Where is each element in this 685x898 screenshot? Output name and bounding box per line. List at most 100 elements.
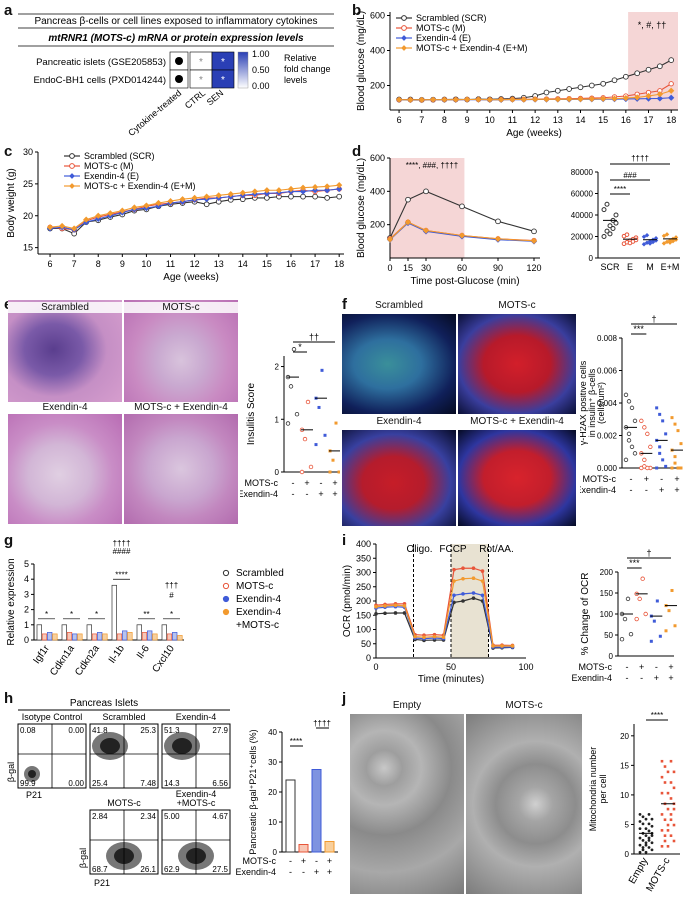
data-point [471, 596, 476, 600]
fluorescence-image [342, 314, 456, 414]
quadrant-value: 0.08 [20, 726, 36, 735]
flow-density [100, 738, 120, 754]
row-label: Exendin-4 [240, 489, 278, 499]
data-point [657, 63, 663, 70]
bar [111, 584, 117, 641]
y-tick-label: 2 [275, 363, 280, 372]
panel-f-images: Scrambled MOTS-c Exendin-4 MOTS-c + Exen… [342, 300, 578, 526]
x-tick-label: 6 [397, 115, 402, 125]
sign-label: - [306, 489, 309, 499]
sign-label: + [674, 485, 679, 495]
data-point [336, 182, 343, 189]
y-tick-label: 30 [23, 147, 33, 157]
x-tick-label: 0 [373, 662, 378, 672]
legend-marker [401, 45, 407, 51]
data-point [471, 566, 476, 571]
data-point [543, 89, 550, 96]
data-point [638, 820, 642, 823]
flow-density [28, 770, 36, 778]
panel-c-chart: 15 20 25 30 6 7 8 9 10 11 12 13 14 15 16 17 18 Body weigh… [6, 147, 344, 283]
data-point [660, 775, 664, 779]
data-point [531, 228, 537, 235]
y-tick-label: 15 [620, 761, 629, 770]
data-point [666, 791, 670, 795]
panel-a-subtitle: mtRNR1 (MOTS-c) mRNA or protein expressi… [48, 33, 304, 44]
data-point [383, 611, 387, 616]
sign-label: + [644, 474, 649, 484]
quadrant-value: 5.00 [164, 812, 180, 821]
y-axis-label: % Change of OCR [580, 573, 591, 656]
sig-label: **** [115, 570, 127, 579]
marker-dot [175, 75, 183, 83]
sig-label: †††† [631, 154, 649, 163]
data-point [471, 591, 476, 595]
x-tick-label: 7 [419, 115, 424, 125]
panel-a-row-2: EndoC-BH1 cells (PXD014244) [33, 75, 166, 86]
sig-label: # [169, 591, 174, 600]
data-point [491, 644, 495, 648]
image-label: Exendin-4 [376, 416, 422, 427]
image-label: MOTS-c + Exendin-4 [124, 402, 238, 413]
bar [86, 624, 92, 641]
x-tick-label: 8 [442, 115, 447, 125]
y-axis-label: Body weight (g) [6, 168, 17, 237]
data-point [543, 96, 550, 103]
bar [147, 630, 153, 641]
data-point [320, 368, 324, 372]
data-point [554, 96, 561, 103]
data-point [299, 184, 307, 191]
data-point [179, 196, 186, 203]
data-point [644, 827, 648, 830]
data-point [661, 419, 665, 423]
data-point [461, 576, 465, 581]
sig-label: * [95, 610, 98, 619]
data-point [418, 96, 425, 103]
bar [122, 630, 128, 641]
panel-label-b: b [352, 2, 362, 19]
data-point [663, 839, 667, 843]
y-tick-label: 1 [24, 620, 29, 630]
data-point [95, 212, 102, 219]
bar [152, 633, 158, 641]
y-tick-label: 400 [356, 539, 371, 549]
significance-annotation: *, #, †† [638, 20, 667, 30]
data-point [642, 457, 647, 463]
data-point [672, 770, 676, 774]
data-point [623, 392, 629, 398]
panel-h-chart: Pancreas Islets Isotype Control 0.08 0.00 99… [6, 698, 338, 888]
data-point [613, 220, 619, 226]
x-tick-label: 6 [48, 259, 53, 269]
heatmap-star: * [221, 75, 225, 86]
injection-label: Oligo. [406, 544, 432, 555]
y-axis-label: (cells/um²) [596, 382, 606, 424]
data-point [664, 232, 670, 237]
flow-plot-title: Exendin-4 [176, 789, 217, 799]
data-point [577, 96, 584, 103]
data-point [422, 635, 426, 639]
data-point [632, 451, 638, 456]
x-tick-label: E+M [661, 262, 680, 272]
flow-plot-title: MOTS-c [107, 798, 141, 808]
legend-marker [222, 595, 230, 603]
y-tick-label: 5 [625, 820, 630, 829]
data-point [660, 759, 664, 763]
quadrant-value: 25.3 [140, 726, 156, 735]
x-tick-label: 18 [666, 115, 676, 125]
data-point [641, 815, 645, 819]
data-point [317, 405, 321, 409]
data-point [402, 611, 407, 615]
data-point [624, 232, 630, 237]
y-tick-label: 350 [356, 553, 371, 563]
data-point [480, 579, 485, 583]
data-point [640, 576, 645, 581]
injection-label: FCCP [439, 544, 467, 555]
flow-y-axis: β-gal [6, 762, 16, 782]
y-tick-label: 0.004 [597, 399, 618, 408]
data-point [324, 183, 331, 190]
quadrant-value: 99.9 [20, 779, 36, 788]
image-label: MOTS-c [498, 300, 536, 311]
bar [102, 633, 108, 641]
data-point [638, 827, 642, 830]
sig-label: * [70, 610, 73, 619]
data-point [650, 834, 654, 838]
